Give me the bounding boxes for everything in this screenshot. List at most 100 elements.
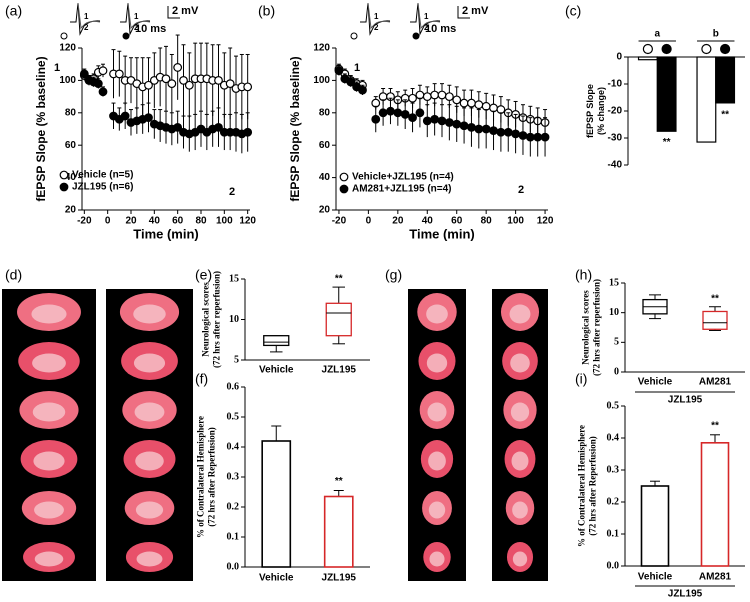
y-tick-label: 0.4 bbox=[227, 441, 240, 452]
x-tick-label: 100 bbox=[507, 216, 524, 227]
y-tick-label: 80 bbox=[65, 107, 77, 118]
brain-core bbox=[136, 551, 163, 567]
trace bbox=[70, 2, 101, 36]
data-point bbox=[444, 118, 454, 127]
brain-core bbox=[511, 451, 529, 471]
data-point bbox=[334, 66, 344, 76]
data-point bbox=[430, 90, 440, 100]
data-point bbox=[79, 69, 89, 79]
y-tick-label: -20 bbox=[608, 106, 623, 117]
data-point bbox=[346, 77, 356, 87]
x-tick-label: 80 bbox=[481, 216, 493, 227]
brain-core bbox=[133, 353, 166, 373]
data-point bbox=[378, 92, 388, 101]
panel-label: (i) bbox=[575, 371, 587, 387]
data-point bbox=[114, 69, 124, 79]
y-tick-label: 5 bbox=[614, 337, 619, 348]
box bbox=[702, 310, 728, 330]
y-tick-label: 0.1 bbox=[227, 531, 240, 542]
y-tick-label: 15 bbox=[229, 273, 239, 284]
trace bbox=[410, 2, 441, 36]
legend-marker bbox=[701, 43, 712, 55]
data-point bbox=[408, 93, 417, 103]
data-point bbox=[430, 114, 440, 124]
data-point bbox=[518, 131, 528, 140]
data-point bbox=[371, 98, 381, 108]
trace-label: 1 bbox=[374, 12, 379, 21]
brain-core bbox=[135, 501, 164, 519]
trace bbox=[367, 2, 391, 30]
y-tick-label: 15 bbox=[609, 277, 619, 288]
x-tick-label: 60 bbox=[172, 216, 184, 227]
y-axis-label: fEPSP Slope (% baseline) bbox=[288, 56, 302, 201]
trace-marker bbox=[412, 32, 420, 40]
data-point bbox=[467, 98, 476, 108]
y-axis-label: Neurological scores bbox=[581, 290, 591, 365]
data-point bbox=[467, 122, 476, 132]
legend-label: AM281+JZL195 (n=4) bbox=[352, 184, 452, 195]
data-point bbox=[393, 108, 403, 118]
data-point bbox=[437, 116, 447, 126]
data-point bbox=[98, 87, 108, 97]
significance: ** bbox=[335, 274, 343, 285]
trace-label: 2 bbox=[134, 23, 139, 32]
x-tick-label: 20 bbox=[392, 216, 404, 227]
y-tick-label: 0 bbox=[616, 52, 622, 63]
data-point bbox=[481, 124, 491, 134]
data-point bbox=[459, 98, 469, 108]
data-point bbox=[533, 132, 543, 142]
y-axis-label: (72 hrs after Reperfusion) bbox=[207, 427, 217, 527]
brain-core bbox=[429, 551, 445, 567]
legend-label: JZL195 (n=6) bbox=[72, 182, 133, 193]
trace-label: 1 bbox=[424, 12, 429, 21]
bar bbox=[715, 56, 736, 104]
trace-marker bbox=[122, 32, 130, 40]
group-label: b bbox=[713, 29, 719, 40]
y-tick-label: 0.4 bbox=[607, 432, 620, 443]
y-tick-label: 10 bbox=[609, 307, 619, 318]
legend-label: Vehicle+JZL195 (n=4) bbox=[352, 172, 454, 183]
x-tick-label: 60 bbox=[451, 216, 463, 227]
significance: ** bbox=[663, 137, 671, 148]
brain-core bbox=[510, 402, 530, 422]
box bbox=[325, 302, 352, 337]
scale-label: 10 ms bbox=[425, 23, 456, 35]
data-point bbox=[422, 116, 432, 126]
annotation: 2 bbox=[518, 184, 524, 196]
scale-label: 2 mV bbox=[462, 5, 489, 17]
y-axis-label: % of Contralateral Hemisphere bbox=[196, 416, 206, 538]
panel-label: (e) bbox=[195, 267, 212, 283]
x-tick-label: 120 bbox=[239, 216, 256, 227]
brain-core bbox=[510, 353, 530, 373]
data-point bbox=[120, 111, 130, 121]
group-label: JZL195 bbox=[668, 589, 703, 600]
legend-marker bbox=[661, 43, 672, 55]
trace-label: 2 bbox=[424, 23, 429, 32]
brain-core bbox=[426, 304, 448, 324]
scale-label: 2 mV bbox=[172, 5, 199, 17]
data-point bbox=[489, 126, 498, 136]
data-point bbox=[444, 92, 454, 101]
brain-core bbox=[32, 402, 66, 422]
y-tick-label: 0.1 bbox=[607, 528, 620, 539]
data-point bbox=[422, 92, 432, 101]
image-strip bbox=[2, 289, 96, 581]
legend-marker bbox=[59, 170, 69, 180]
data-point bbox=[415, 108, 425, 118]
data-point bbox=[214, 75, 223, 85]
trace-marker bbox=[60, 32, 68, 40]
brain-core bbox=[33, 451, 65, 471]
brain-core bbox=[32, 353, 66, 373]
brain-core bbox=[509, 304, 531, 324]
brain-core bbox=[512, 501, 528, 519]
data-point bbox=[98, 66, 108, 76]
brain-core bbox=[34, 501, 64, 519]
panel-label: (h) bbox=[575, 267, 592, 283]
data-point bbox=[179, 75, 188, 85]
box bbox=[263, 335, 290, 347]
trace-label: 2 bbox=[374, 23, 379, 32]
image-strip bbox=[408, 289, 466, 581]
x-tick-label: 40 bbox=[149, 216, 161, 227]
x-tick-label: -20 bbox=[332, 216, 347, 227]
